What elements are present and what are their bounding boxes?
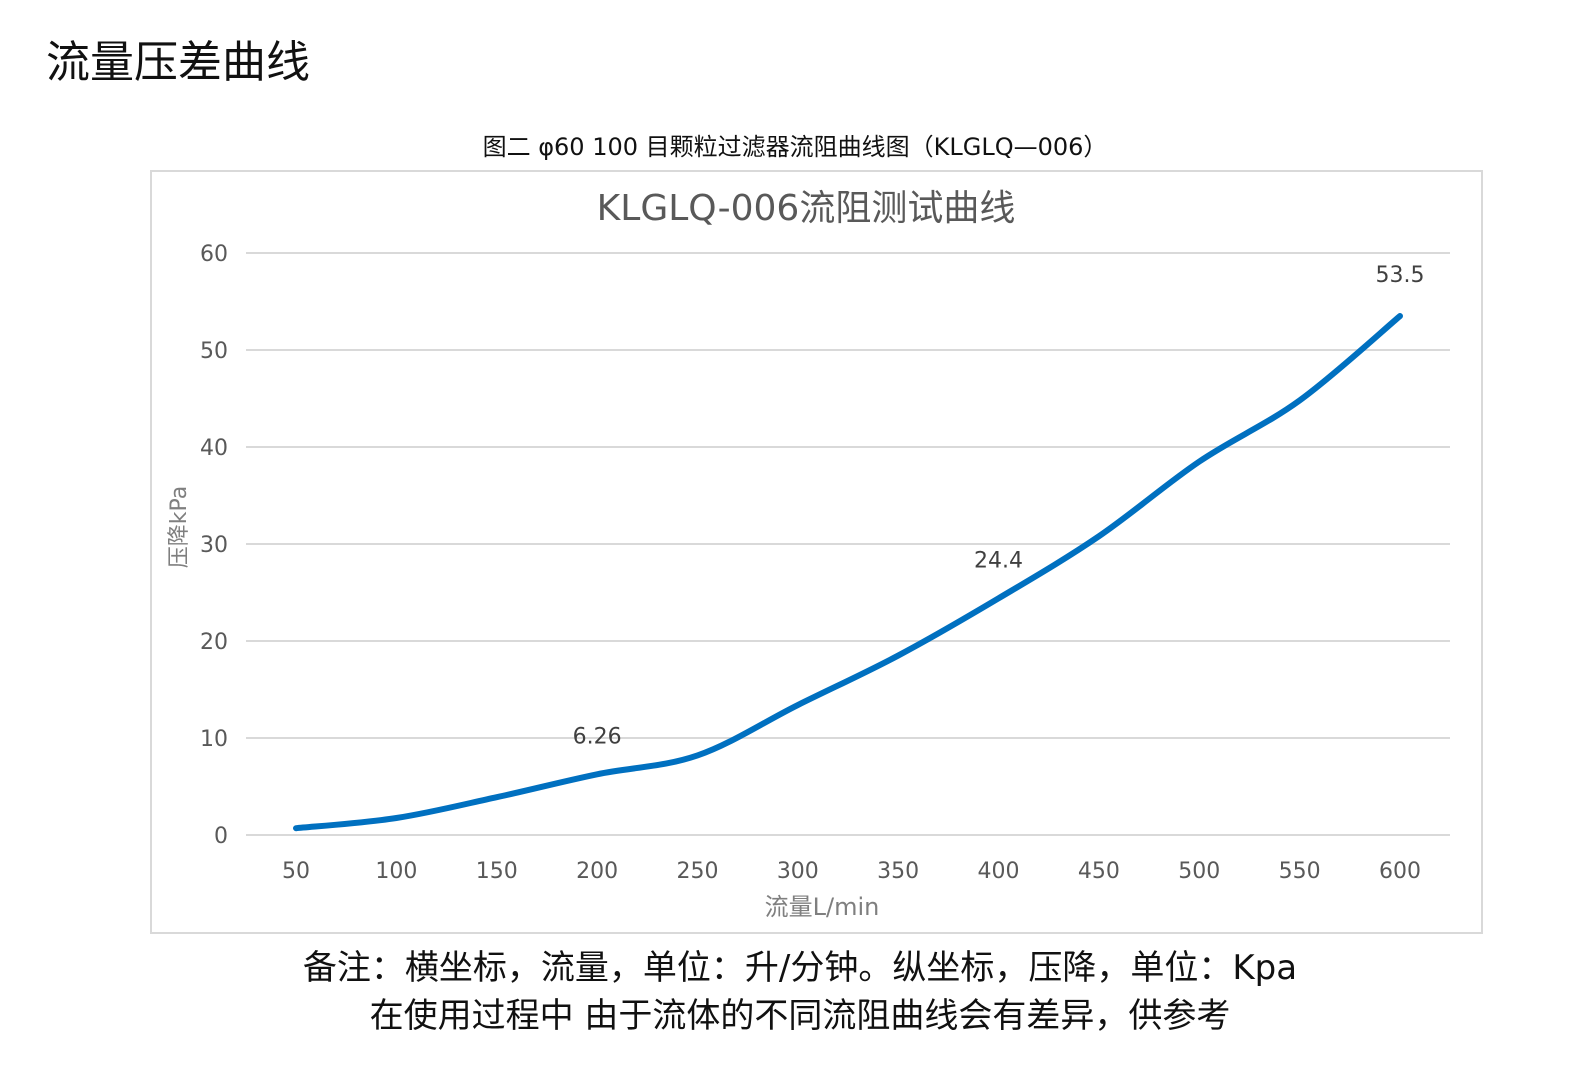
page-title: 流量压差曲线 xyxy=(46,37,310,88)
x-tick-label: 450 xyxy=(1078,859,1120,884)
data-label: 6.26 xyxy=(573,724,622,749)
x-axis-label: 流量L/min xyxy=(765,893,880,921)
chart-frame xyxy=(150,170,1483,934)
y-tick-label: 10 xyxy=(200,727,228,752)
y-axis-label: 压降kPa xyxy=(167,486,192,569)
chart-title: KLGLQ-006流阻测试曲线 xyxy=(597,188,1016,229)
data-label: 53.5 xyxy=(1376,263,1425,288)
y-tick-label: 0 xyxy=(214,824,228,849)
x-tick-label: 500 xyxy=(1178,859,1220,884)
figure-caption: 图二 φ60 100 目颗粒过滤器流阻曲线图（KLGLQ—006） xyxy=(482,133,1108,161)
x-tick-label: 100 xyxy=(375,859,417,884)
data-label: 24.4 xyxy=(974,548,1023,573)
note-line-1: 备注：横坐标，流量，单位：升/分钟。纵坐标，压降，单位：Kpa xyxy=(302,948,1298,988)
x-tick-label: 200 xyxy=(576,859,618,884)
note-line-2: 在使用过程中 由于流体的不同流阻曲线会有差异，供参考 xyxy=(369,996,1231,1036)
x-tick-label: 150 xyxy=(476,859,518,884)
x-tick-label: 600 xyxy=(1379,859,1421,884)
x-tick-label: 250 xyxy=(676,859,718,884)
y-tick-label: 30 xyxy=(200,533,228,558)
x-tick-label: 400 xyxy=(978,859,1020,884)
y-tick-label: 20 xyxy=(200,630,228,655)
y-tick-label: 50 xyxy=(200,339,228,364)
series-line xyxy=(293,313,1403,832)
x-tick-label: 350 xyxy=(877,859,919,884)
x-tick-label: 300 xyxy=(777,859,819,884)
y-tick-label: 40 xyxy=(200,436,228,461)
x-tick-label: 550 xyxy=(1279,859,1321,884)
y-tick-label: 60 xyxy=(200,242,228,267)
x-tick-label: 50 xyxy=(282,859,310,884)
